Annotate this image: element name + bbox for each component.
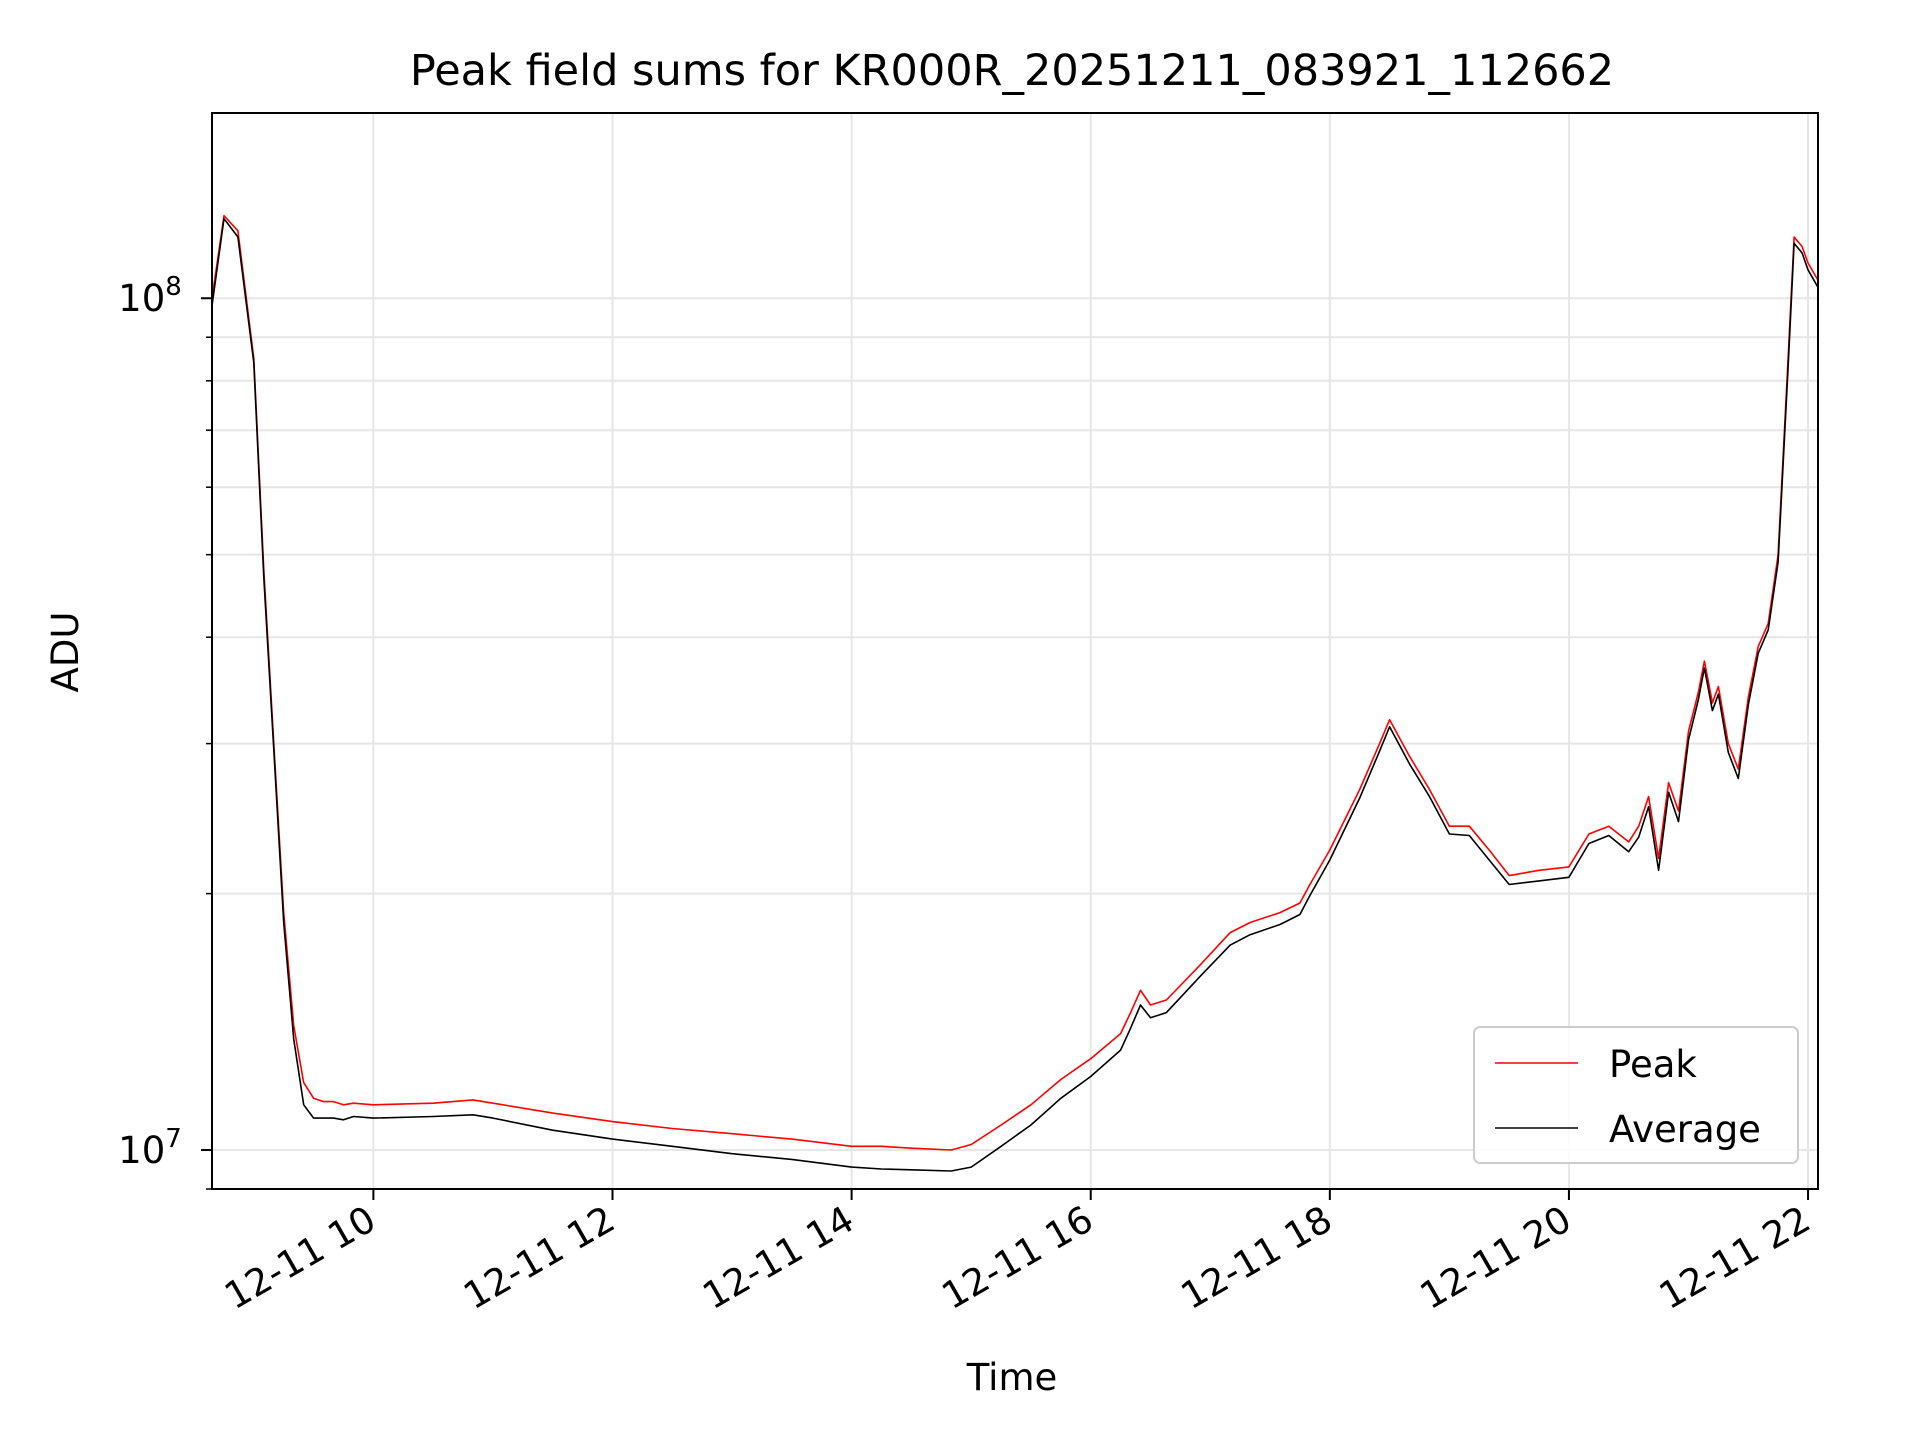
x-tick-label: 12-11 10: [217, 1198, 383, 1318]
x-tick-label: 12-11 12: [456, 1198, 622, 1318]
x-tick-label: 12-11 14: [696, 1198, 862, 1318]
grid: [212, 113, 1818, 1190]
y-tick-label: 107: [118, 1124, 182, 1172]
x-tick-label: 12-11 16: [935, 1198, 1101, 1318]
series-line-average: [212, 217, 1818, 1172]
x-tick-label: 12-11 18: [1174, 1198, 1340, 1318]
legend-label-peak: Peak: [1609, 1043, 1697, 1086]
x-tick-label: 12-11 22: [1652, 1198, 1818, 1318]
legend-label-average: Average: [1609, 1108, 1761, 1151]
legend-box: [1473, 1026, 1799, 1164]
chart-title: Peak field sums for KR000R_20251211_0839…: [410, 46, 1614, 96]
legend: Peak Average: [1473, 1026, 1799, 1164]
x-tick-label: 12-11 20: [1413, 1198, 1579, 1318]
x-axis-label: Time: [966, 1356, 1058, 1399]
series-group: [212, 214, 1818, 1172]
plot-area: [212, 214, 1818, 1172]
series-line-peak: [212, 214, 1818, 1151]
axes-frame: [211, 112, 1819, 1190]
y-axis-label: ADU: [44, 612, 87, 693]
y-tick-label: 108: [118, 272, 182, 320]
